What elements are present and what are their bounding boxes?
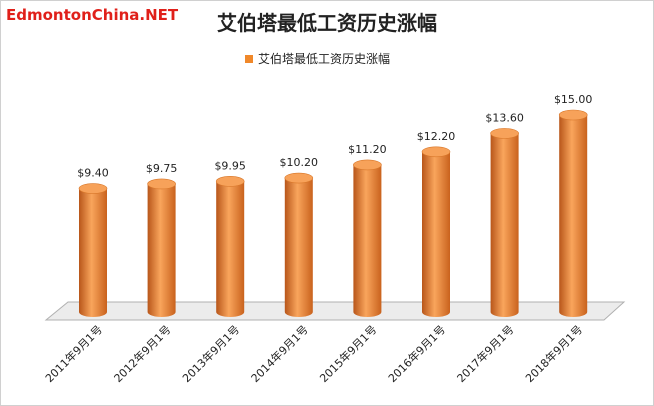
- watermark: EdmontonChina.NET: [6, 6, 179, 24]
- bar-top: [558, 109, 588, 121]
- floor: [44, 301, 626, 321]
- value-label: $10.20: [280, 156, 319, 169]
- bar: [422, 151, 450, 317]
- value-label: $11.20: [348, 143, 387, 156]
- bar-top: [78, 183, 108, 194]
- bar-top: [147, 178, 176, 190]
- bar-top: [215, 176, 245, 187]
- bar-top: [353, 159, 382, 171]
- bar: [147, 183, 176, 317]
- bar-top: [421, 146, 451, 158]
- bar-top: [490, 128, 519, 139]
- bar: [216, 181, 245, 317]
- legend-swatch: [245, 55, 253, 63]
- value-label: $12.20: [417, 130, 456, 143]
- bar: [79, 188, 107, 317]
- value-label: $13.60: [485, 111, 524, 124]
- bar: [284, 178, 313, 317]
- bar: [353, 164, 382, 317]
- value-label: $15.00: [554, 93, 593, 106]
- legend-label: 艾伯塔最低工资历史涨幅: [258, 51, 390, 66]
- chart-title: 艾伯塔最低工资历史涨幅: [217, 11, 437, 35]
- bar: [559, 115, 588, 317]
- bar-top: [284, 172, 314, 184]
- bar: [490, 133, 519, 317]
- value-label: $9.95: [214, 159, 246, 172]
- value-label: $9.40: [77, 167, 109, 180]
- value-label: $9.75: [146, 162, 178, 175]
